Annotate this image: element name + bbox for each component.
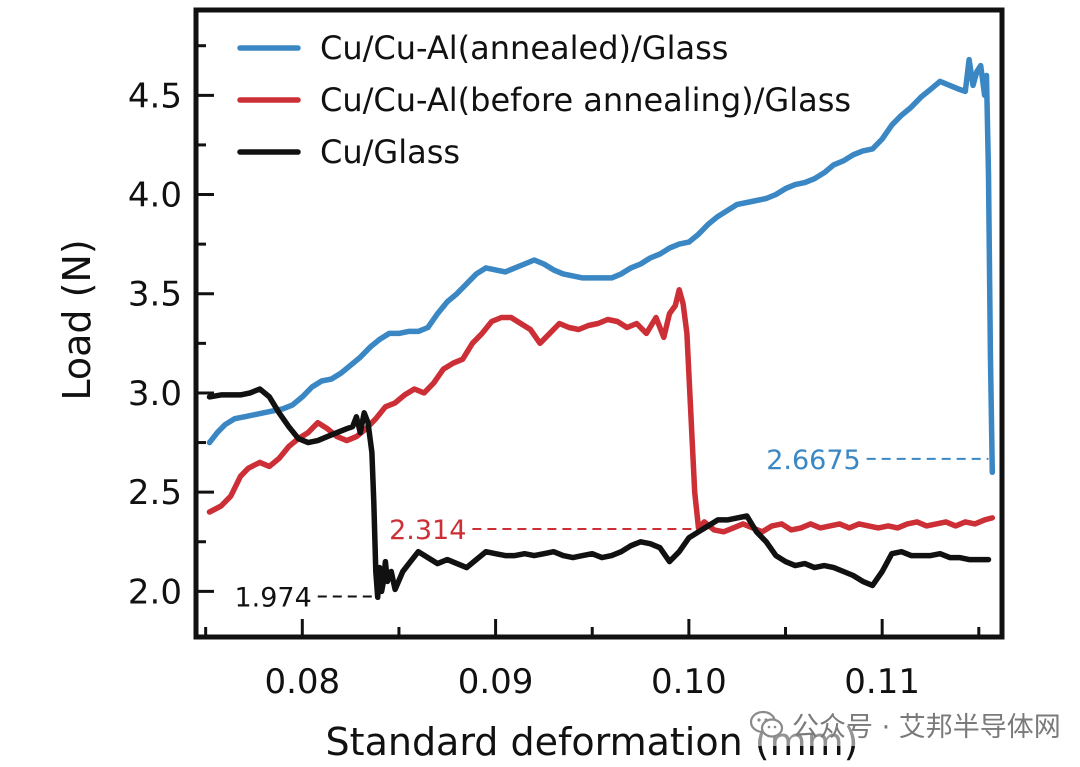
y-tick-label: 3.0 — [128, 374, 182, 414]
series-line-1 — [206, 56, 996, 476]
x-tick-label: 0.08 — [264, 662, 340, 702]
legend-label: Cu/Cu-Al(before annealing)/Glass — [320, 81, 851, 119]
y-tick-label: 4.0 — [128, 176, 182, 216]
series-line-3 — [206, 386, 992, 601]
legend-label: Cu/Glass — [320, 133, 460, 171]
y-tick-label: 3.5 — [128, 275, 182, 315]
watermark-text: 公众号 · 艾邦半导体网 — [792, 712, 1061, 743]
y-tick-label: 2.0 — [128, 572, 182, 612]
x-axis-ticks: 0.08 0.09 0.10 0.11 — [204, 619, 981, 702]
series-lines — [206, 56, 996, 601]
legend-label: Cu/Cu-Al(annealed)/Glass — [320, 29, 728, 67]
x-tick-label: 0.10 — [651, 662, 727, 702]
wechat-icon — [750, 710, 784, 738]
annotations: 2.6675 2.314 1.974 — [234, 445, 989, 614]
x-tick-label: 0.11 — [844, 662, 920, 702]
plot-frame — [193, 7, 1005, 640]
y-axis-ticks: 2.0 2.5 3.0 3.5 4.0 4.5 — [128, 44, 214, 612]
legend: Cu/Cu-Al(annealed)/Glass Cu/Cu-Al(before … — [237, 29, 851, 171]
y-axis-title: Load (N) — [55, 239, 99, 400]
annotation-label: 1.974 — [234, 583, 311, 614]
x-tick-label: 0.09 — [458, 662, 534, 702]
y-tick-label: 4.5 — [128, 76, 182, 116]
y-tick-label: 2.5 — [128, 473, 182, 513]
annotation-label: 2.314 — [389, 515, 466, 546]
watermark: 公众号 · 艾邦半导体网 — [744, 703, 1067, 746]
series-line-2 — [206, 287, 996, 535]
annotation-label: 2.6675 — [766, 445, 860, 476]
